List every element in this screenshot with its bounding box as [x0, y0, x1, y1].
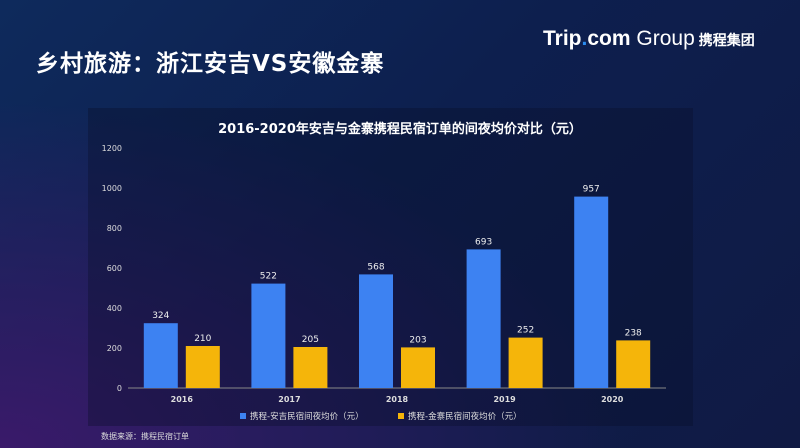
y-tick-label: 200 — [107, 344, 122, 353]
data-label: 205 — [302, 335, 319, 345]
trip-com-group-logo: Trip.com Group 携程集团 — [543, 27, 755, 50]
bar-jinzhai — [616, 340, 651, 388]
bar-jinzhai — [401, 347, 435, 388]
y-tick-label: 1200 — [102, 144, 122, 153]
y-tick-label: 800 — [107, 224, 122, 233]
legend-label: 携程-金寨民宿间夜均价（元） — [408, 411, 522, 422]
bar-anji — [251, 283, 286, 388]
y-tick-label: 400 — [107, 304, 122, 313]
x-tick-label: 2018 — [386, 395, 409, 404]
data-label: 522 — [260, 272, 277, 282]
bar-anji — [143, 323, 178, 388]
data-label: 238 — [625, 328, 642, 338]
y-tick-label: 1000 — [102, 184, 122, 193]
legend-swatch — [398, 413, 404, 419]
data-label: 568 — [367, 262, 384, 272]
x-tick-label: 2020 — [601, 395, 624, 404]
y-tick-label: 0 — [117, 384, 122, 393]
data-label: 693 — [475, 237, 492, 247]
bar-jinzhai — [293, 347, 328, 388]
x-tick-label: 2019 — [493, 395, 516, 404]
bar-anji — [466, 249, 501, 388]
x-tick-label: 2016 — [171, 395, 194, 404]
data-label: 210 — [194, 334, 211, 344]
data-label: 203 — [409, 335, 426, 345]
bar-anji — [574, 196, 609, 388]
bar-jinzhai — [508, 337, 543, 388]
data-label: 324 — [152, 311, 169, 321]
y-tick-label: 600 — [107, 264, 122, 273]
data-source: 数据来源：携程民宿订单 — [101, 432, 189, 441]
page-title: 乡村旅游：浙江安吉VS安徽金寨 — [36, 51, 385, 77]
data-label: 252 — [517, 326, 534, 336]
bar-jinzhai — [185, 346, 220, 388]
chart-title: 2016-2020年安吉与金寨携程民宿订单的间夜均价对比（元） — [218, 122, 582, 137]
bar-anji — [359, 274, 393, 388]
data-label: 957 — [583, 185, 600, 195]
legend-label: 携程-安吉民宿间夜均价（元） — [250, 411, 364, 422]
x-tick-label: 2017 — [278, 395, 300, 404]
legend-swatch — [240, 413, 246, 419]
